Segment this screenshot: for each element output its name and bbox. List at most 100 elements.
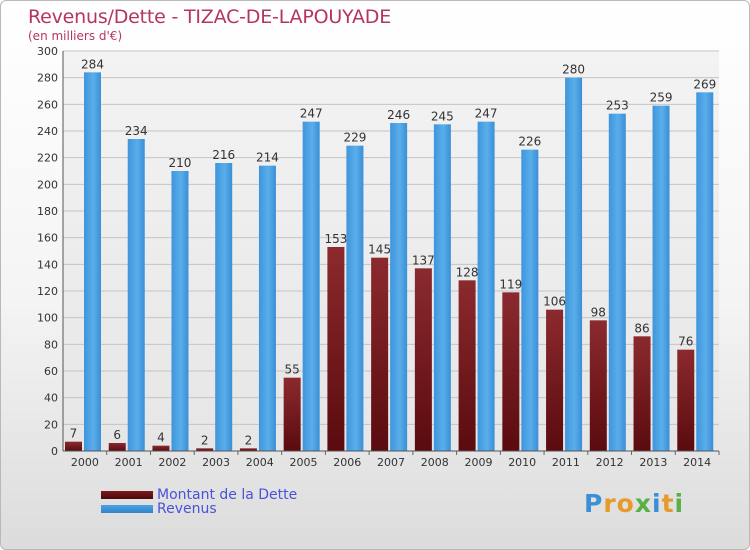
bar-dette (371, 257, 389, 451)
bar-revenus (521, 149, 539, 451)
bar-dette (152, 445, 170, 451)
data-label-dette: 153 (324, 232, 347, 246)
bar-dette (283, 377, 301, 451)
data-label-dette: 128 (456, 265, 479, 279)
bar-revenus (477, 121, 495, 452)
data-label-dette: 7 (70, 427, 78, 441)
data-label-dette: 2 (201, 433, 209, 447)
data-label-revenus: 284 (81, 57, 104, 71)
logo-letter: t (661, 489, 675, 518)
x-tick-label: 2012 (596, 456, 624, 469)
bar-dette (677, 349, 695, 451)
logo-letter: P (584, 489, 604, 518)
y-tick-label: 300 (37, 45, 58, 58)
legend-label-dette: Montant de la Dette (157, 487, 298, 503)
data-label-revenus: 229 (343, 131, 366, 145)
bar-dette (108, 443, 126, 451)
y-tick-label: 280 (37, 72, 58, 85)
bar-dette (327, 247, 345, 451)
legend-item-revenus: Revenus (101, 501, 217, 517)
data-label-dette: 6 (113, 428, 121, 442)
x-tick-label: 2007 (377, 456, 405, 469)
y-tick-label: 60 (44, 365, 58, 378)
data-label-revenus: 247 (475, 107, 498, 121)
logo-letter: i (652, 489, 662, 518)
data-label-revenus: 234 (125, 124, 148, 138)
legend-label-revenus: Revenus (157, 501, 217, 517)
bar-revenus (127, 139, 145, 451)
bar-revenus (258, 165, 276, 451)
bar-revenus (84, 72, 101, 451)
logo-letter: r (603, 489, 617, 518)
bar-dette (414, 268, 432, 451)
data-label-dette: 2 (245, 433, 253, 447)
chart-title: Revenus/Dette - TIZAC-DE-LAPOUYADE (28, 6, 392, 28)
data-label-dette: 98 (591, 305, 606, 319)
y-tick-label: 20 (44, 418, 58, 431)
data-label-revenus: 246 (387, 108, 410, 122)
x-tick-label: 2011 (552, 456, 580, 469)
data-label-dette: 137 (412, 253, 435, 267)
y-tick-label: 140 (37, 258, 58, 271)
y-tick-label: 260 (37, 98, 58, 111)
data-label-revenus: 226 (518, 135, 541, 149)
data-label-dette: 76 (678, 335, 693, 349)
data-label-revenus: 214 (256, 151, 279, 165)
bar-revenus (171, 171, 189, 451)
y-tick-label: 200 (37, 178, 58, 191)
bar-revenus (390, 123, 408, 451)
legend-item-dette: Montant de la Dette (101, 487, 297, 503)
bar-revenus (433, 124, 451, 451)
x-tick-label: 2003 (202, 456, 230, 469)
bar-dette (546, 309, 564, 451)
data-label-revenus: 247 (300, 107, 323, 121)
data-label-dette: 119 (499, 277, 522, 291)
data-label-dette: 145 (368, 243, 391, 257)
y-tick-label: 100 (37, 312, 58, 325)
bar-revenus (215, 163, 233, 451)
y-tick-label: 240 (37, 125, 58, 138)
bar-revenus (696, 92, 714, 451)
y-tick-label: 220 (37, 152, 58, 165)
x-tick-label: 2004 (246, 456, 274, 469)
x-tick-label: 2005 (290, 456, 318, 469)
x-tick-label: 2009 (464, 456, 492, 469)
bar-dette (458, 280, 476, 451)
y-tick-label: 160 (37, 232, 58, 245)
x-tick-label: 2013 (639, 456, 667, 469)
bar-revenus (608, 113, 626, 452)
logo-letter: x (634, 489, 652, 518)
data-label-revenus: 280 (562, 63, 585, 77)
y-tick-label: 0 (51, 445, 58, 458)
x-tick-label: 2008 (421, 456, 449, 469)
x-tick-label: 2000 (71, 456, 99, 469)
data-label-revenus: 210 (169, 156, 192, 170)
bar-revenus (346, 145, 364, 451)
data-label-dette: 4 (157, 431, 165, 445)
data-label-revenus: 216 (212, 148, 235, 162)
x-tick-label: 2006 (333, 456, 361, 469)
x-tick-label: 2001 (115, 456, 143, 469)
bar-revenus (652, 105, 670, 452)
data-label-revenus: 259 (650, 91, 673, 105)
data-label-revenus: 269 (693, 77, 716, 91)
logo-letter: o (616, 489, 635, 518)
bar-dette (502, 292, 520, 451)
y-tick-label: 80 (44, 338, 58, 351)
bar-dette (633, 336, 651, 451)
x-tick-label: 2002 (158, 456, 186, 469)
proxiti-logo: Proxiti (584, 489, 684, 518)
y-tick-label: 120 (37, 285, 58, 298)
bar-dette (65, 441, 82, 451)
x-tick-label: 2010 (508, 456, 536, 469)
y-tick-label: 40 (44, 392, 58, 405)
bar-dette (239, 448, 257, 451)
legend-swatch-dette (101, 491, 153, 499)
data-label-dette: 55 (285, 363, 300, 377)
y-tick-label: 180 (37, 205, 58, 218)
bar-revenus (565, 77, 583, 452)
data-label-dette: 106 (543, 295, 566, 309)
data-label-revenus: 253 (606, 99, 629, 113)
